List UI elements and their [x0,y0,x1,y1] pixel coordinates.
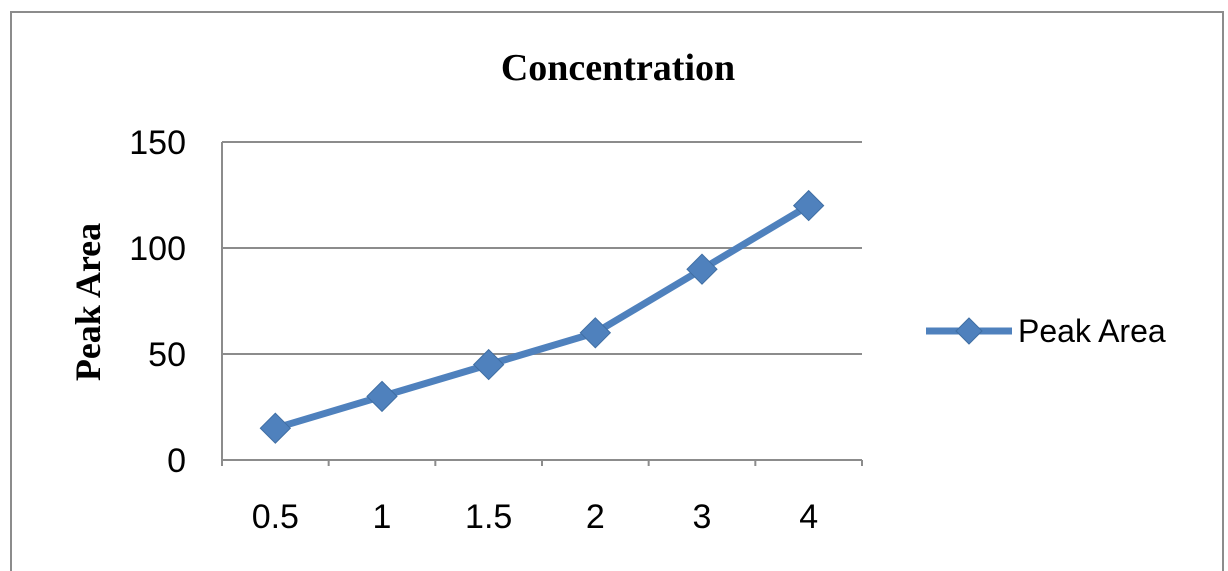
x-tick-label: 1.5 [465,498,512,536]
x-tick-label: 3 [693,498,712,536]
x-tick-label: 2 [586,498,605,536]
y-tick-label: 50 [148,336,186,374]
data-point-marker [686,253,718,285]
x-tick-labels: 0.5 1 1.5 2 3 4 [252,498,818,536]
series-line [271,202,813,432]
y-axis-label: Peak Area [68,223,108,381]
y-tick-label: 100 [129,230,186,268]
y-tick-label: 150 [129,124,186,162]
data-point-marker [579,317,612,349]
chart-frame [10,11,1224,571]
data-point-marker [259,412,292,444]
data-point-marker [792,189,825,222]
legend-label: Peak Area [1018,313,1166,349]
x-tick-label: 1 [373,498,392,536]
series-lines [271,202,813,432]
chart-title: Concentration [501,47,735,89]
legend: Peak Area [926,313,1166,349]
gridlines [222,141,862,355]
x-tick-label: 0.5 [252,498,299,536]
y-tick-labels: 0 50 100 150 [129,124,186,480]
data-markers [259,189,825,444]
axes [221,142,863,466]
data-point-marker [472,348,505,381]
y-tick-label: 0 [167,442,186,480]
x-tick-label: 4 [799,498,818,536]
data-point-marker [366,380,398,413]
legend-diamond-marker [955,317,983,345]
